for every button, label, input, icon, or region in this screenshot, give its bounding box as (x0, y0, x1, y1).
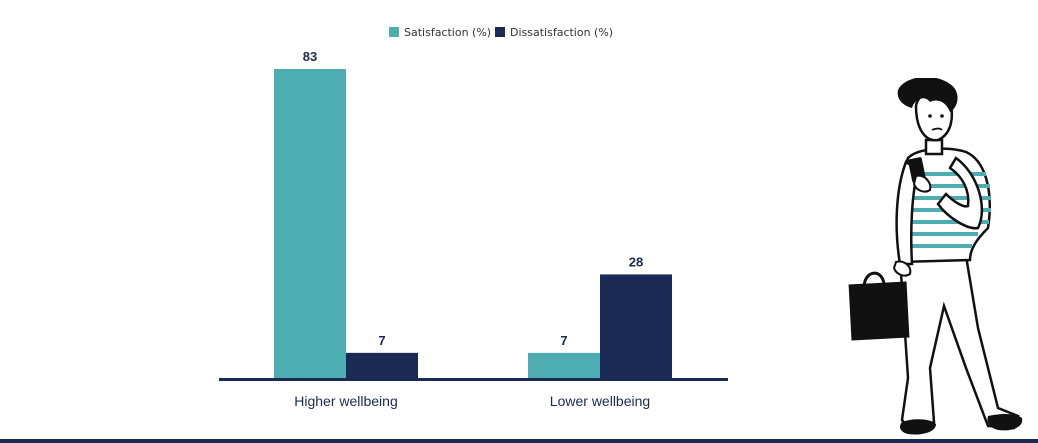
bars-group (274, 69, 672, 379)
value-label-satisfaction-higher-wellbeing: 83 (303, 49, 317, 64)
bar-dissatisfaction-higher-wellbeing (346, 352, 418, 379)
bottom-divider (0, 439, 1038, 443)
value-labels-group: 83 7 7 28 (303, 49, 643, 348)
value-label-satisfaction-lower-wellbeing: 7 (560, 333, 567, 348)
person-with-phone-and-bag-icon (848, 78, 1023, 435)
legend-label-satisfaction: Satisfaction (%) (404, 26, 491, 39)
bar-dissatisfaction-lower-wellbeing (600, 274, 672, 379)
bar-satisfaction-lower-wellbeing (528, 352, 600, 379)
value-label-dissatisfaction-higher-wellbeing: 7 (378, 333, 385, 348)
category-label-lower-wellbeing: Lower wellbeing (550, 393, 650, 409)
legend-swatch-dissatisfaction (495, 27, 505, 37)
bar-satisfaction-higher-wellbeing (274, 69, 346, 379)
bar-chart: Satisfaction (%) Dissatisfaction (%) 83 7… (219, 26, 728, 409)
legend-label-dissatisfaction: Dissatisfaction (%) (510, 26, 613, 39)
category-label-higher-wellbeing: Higher wellbeing (294, 393, 398, 409)
legend: Satisfaction (%) Dissatisfaction (%) (389, 26, 613, 39)
value-label-dissatisfaction-lower-wellbeing: 28 (629, 254, 643, 269)
legend-swatch-satisfaction (389, 27, 399, 37)
